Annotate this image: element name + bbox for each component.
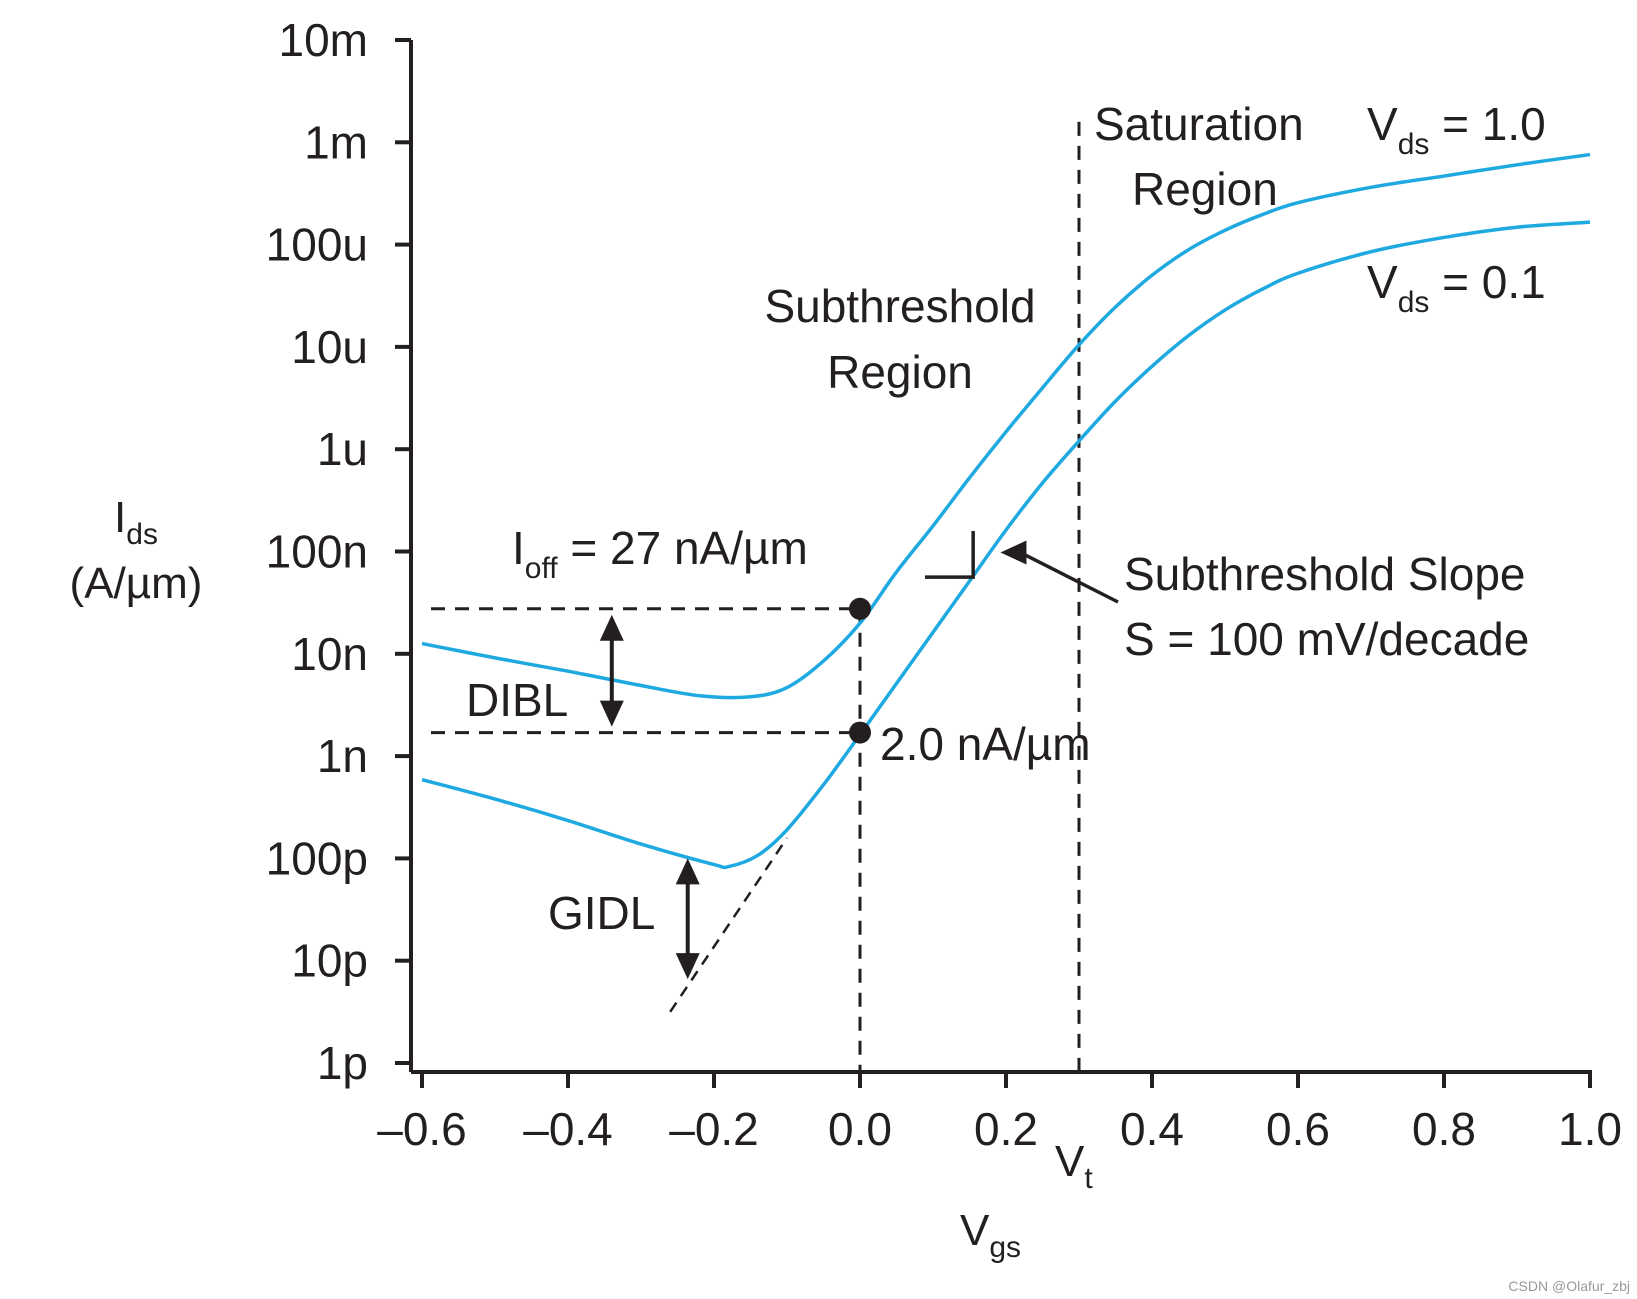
gidl-label: GIDL: [548, 887, 655, 939]
markers: [599, 531, 1119, 980]
series-line-0: [421, 152, 1591, 700]
x-tick-label: –0.2: [669, 1103, 759, 1155]
x-tick-label: 0.4: [1120, 1103, 1184, 1155]
y-tick-label: 100u: [266, 219, 368, 271]
slope-label-line2: S = 100 mV/decade: [1124, 613, 1529, 665]
x-tick-label: –0.4: [523, 1103, 613, 1155]
series-label-vds-0.1: Vds = 0.1: [1367, 256, 1546, 319]
axes: 1p 10p 100p 1n 10n 100n 1u 10u 100u 1m 10m –0.6 –0.4…: [266, 14, 1622, 1155]
y-tick-label: 100n: [266, 526, 368, 578]
subthreshold-region-line1: Subthreshold: [764, 280, 1035, 332]
dibl-arrow-head-up: [599, 614, 624, 641]
x-tick-label: 1.0: [1558, 1103, 1622, 1155]
y-tick-label: 100p: [266, 832, 368, 884]
series-line-1: [421, 220, 1591, 870]
low-current-label: 2.0 nA/µm: [880, 718, 1091, 770]
gidl-arrow-head-down: [675, 953, 700, 980]
dibl-label: DIBL: [466, 674, 568, 726]
y-axis-title: Ids: [114, 493, 158, 551]
vt-label: Vt: [1055, 1137, 1093, 1195]
series-label-vds-1.0: Vds = 1.0: [1367, 98, 1546, 161]
y-axis-units: (A/µm): [70, 559, 203, 608]
data-point-1: [849, 721, 871, 744]
data-point-0: [849, 597, 871, 620]
reference-lines: [431, 121, 1081, 1072]
x-tick-label: –0.6: [377, 1103, 467, 1155]
y-tick-label: 10u: [291, 321, 368, 373]
x-tick-label: 0.6: [1266, 1103, 1330, 1155]
curves: [421, 152, 1591, 870]
y-tick-label: 1p: [317, 1037, 368, 1089]
dibl-arrow-head-down: [599, 700, 624, 727]
slope-triangle: [924, 531, 975, 579]
y-tick-label: 10m: [279, 14, 368, 66]
y-tick-label: 1m: [304, 116, 368, 168]
y-tick-label: 1n: [317, 730, 368, 782]
y-tick-label: 1u: [317, 423, 368, 475]
gidl-arrow-head-up: [675, 858, 700, 885]
reference-line-diagonal: [669, 837, 789, 1013]
subthreshold-region-line2: Region: [827, 346, 973, 398]
saturation-label-line1: Saturation: [1094, 98, 1304, 150]
saturation-label-line2: Region: [1132, 163, 1278, 215]
slope-label-line1: Subthreshold Slope: [1124, 548, 1526, 600]
watermark: CSDN @Olafur_zbj: [1508, 1278, 1630, 1294]
slope-arrow-head: [1000, 540, 1027, 565]
x-tick-label: 0.8: [1412, 1103, 1476, 1155]
x-axis-title: Vgs: [960, 1206, 1021, 1264]
x-tick-label: 0.0: [828, 1103, 892, 1155]
y-tick-label: 10p: [291, 935, 368, 987]
slope-arrow-shaft: [1019, 550, 1119, 604]
ioff-label: Ioff = 27 nA/µm: [512, 522, 808, 585]
y-tick-label: 10n: [291, 628, 368, 680]
x-tick-label: 0.2: [974, 1103, 1038, 1155]
